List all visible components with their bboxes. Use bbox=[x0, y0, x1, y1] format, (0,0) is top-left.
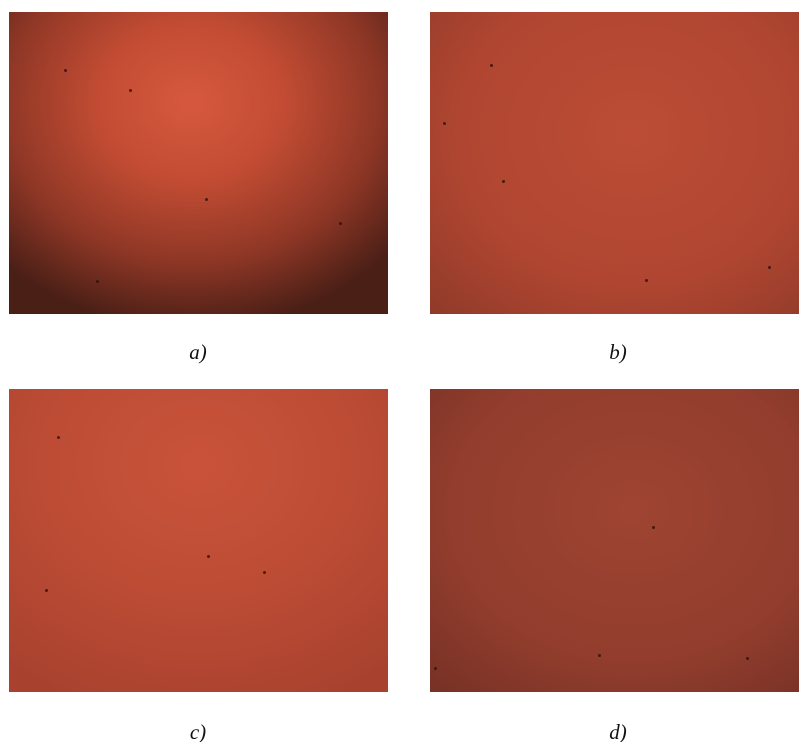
micrograph bbox=[430, 12, 799, 314]
panel-label: a) bbox=[168, 340, 228, 365]
micrograph bbox=[9, 12, 388, 314]
micrograph bbox=[9, 389, 388, 692]
panel-label: d) bbox=[588, 720, 648, 742]
figure: a) b) c) d) bbox=[0, 0, 799, 742]
micrograph bbox=[430, 389, 799, 692]
panel-label: b) bbox=[588, 340, 648, 365]
panel-label: c) bbox=[168, 720, 228, 742]
